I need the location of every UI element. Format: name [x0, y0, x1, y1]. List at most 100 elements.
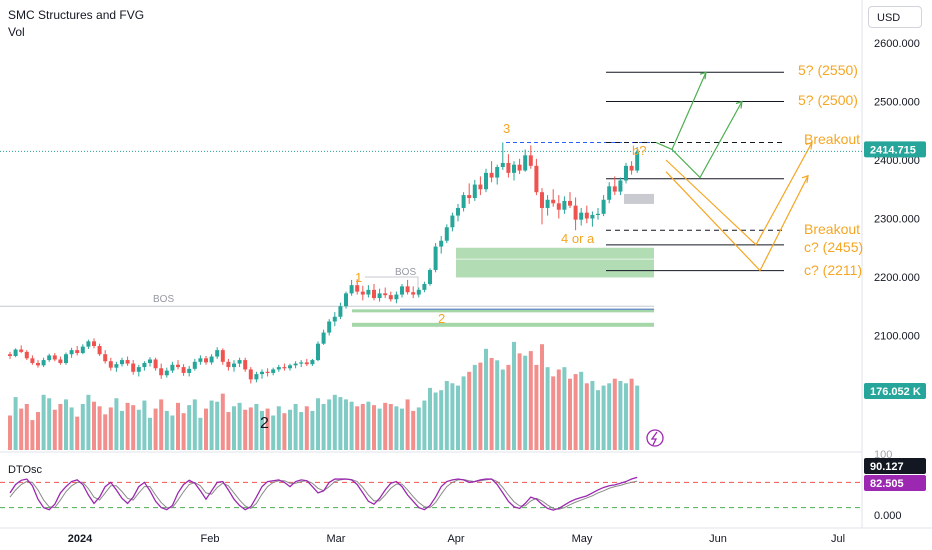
- candle-body: [64, 354, 68, 363]
- candle-body: [97, 346, 102, 355]
- candle: [573, 197, 578, 231]
- candle: [192, 358, 197, 371]
- candle: [517, 158, 522, 175]
- candle-body: [92, 341, 96, 347]
- arrowhead: [735, 100, 743, 109]
- candle-body: [209, 356, 214, 363]
- volume-bar: [349, 401, 354, 450]
- wave-label-2-big: 2: [260, 415, 269, 432]
- candle-body: [344, 293, 348, 307]
- candle-body: [159, 368, 164, 376]
- volume-bar: [47, 398, 52, 450]
- candle-body: [80, 346, 85, 354]
- candle: [24, 350, 29, 361]
- candle: [254, 371, 259, 383]
- volume-bar: [573, 374, 578, 450]
- candle: [372, 284, 376, 301]
- volume-bar: [187, 405, 192, 450]
- volume-bar: [461, 376, 466, 450]
- candle: [344, 291, 348, 309]
- volume-bar: [556, 369, 561, 450]
- legend-vol[interactable]: Vol: [8, 25, 25, 39]
- candle-body: [355, 285, 360, 292]
- candle: [584, 205, 589, 224]
- candle: [523, 149, 528, 172]
- volume-bar: [204, 408, 208, 450]
- lightning-icon[interactable]: [646, 429, 664, 447]
- volume-bar: [321, 404, 326, 450]
- candle: [612, 176, 617, 196]
- candle-body: [444, 227, 449, 241]
- candle: [568, 192, 572, 208]
- volume-bar: [506, 364, 511, 450]
- candle-body: [495, 167, 500, 178]
- candle: [562, 196, 567, 214]
- volume-bar: [226, 412, 231, 450]
- candle-body: [512, 164, 516, 173]
- currency-button[interactable]: USD: [868, 6, 922, 28]
- volume-bar: [523, 355, 528, 450]
- candle: [607, 182, 612, 204]
- candle-body: [321, 332, 326, 344]
- candle-body: [338, 306, 343, 317]
- volume-bar: [355, 406, 360, 450]
- candle: [13, 348, 18, 358]
- volume-bar: [164, 410, 169, 450]
- candle-body: [36, 362, 40, 366]
- legend-main[interactable]: SMC Structures and FVG: [8, 8, 145, 22]
- candle: [405, 279, 410, 295]
- candle: [366, 285, 371, 298]
- candle-body: [181, 367, 186, 373]
- candle: [416, 287, 421, 298]
- volume-bar: [19, 408, 24, 450]
- volume-bar: [293, 404, 298, 450]
- candle-body: [316, 343, 320, 361]
- y-tick-label: 2400.000: [874, 155, 920, 167]
- candle-body: [450, 215, 455, 228]
- x-tick-label: Apr: [447, 533, 464, 545]
- candle-body: [478, 184, 483, 190]
- bos-label: BOS: [153, 294, 174, 305]
- candle: [467, 183, 472, 204]
- candle: [41, 357, 46, 368]
- candle: [58, 356, 63, 365]
- volume-bar: [97, 406, 102, 450]
- candle-body: [148, 359, 152, 363]
- volume-bar: [545, 367, 550, 450]
- volume-bar: [500, 369, 505, 450]
- volume-bar: [377, 408, 382, 450]
- candle: [388, 291, 393, 302]
- candle: [288, 363, 292, 371]
- candle-body: [265, 371, 270, 373]
- candle-body: [607, 186, 612, 200]
- candle-body: [545, 199, 550, 208]
- candle: [153, 357, 158, 371]
- volume-bar: [360, 404, 365, 450]
- y-tick-label: 2300.000: [874, 214, 920, 226]
- candle: [220, 348, 225, 365]
- candle-body: [596, 213, 600, 215]
- candle: [204, 355, 208, 365]
- volume-bar: [517, 353, 522, 450]
- candle: [181, 364, 186, 376]
- candle: [304, 358, 309, 366]
- candle: [120, 357, 124, 367]
- candle-body: [41, 360, 46, 366]
- candle: [36, 360, 40, 368]
- volume-bar: [444, 381, 449, 450]
- volume-bar: [596, 390, 600, 450]
- candle-body: [260, 371, 264, 375]
- volume-bar: [24, 404, 29, 450]
- candle: [310, 358, 315, 366]
- candle: [512, 161, 516, 181]
- volume-bar: [80, 404, 85, 450]
- candle: [19, 345, 24, 354]
- candle: [444, 224, 449, 244]
- volume-bar: [584, 383, 589, 450]
- candle-body: [349, 285, 354, 294]
- volume-bar: [64, 399, 68, 450]
- volume-bar: [108, 407, 113, 450]
- candle: [355, 279, 360, 295]
- candle-body: [204, 358, 208, 363]
